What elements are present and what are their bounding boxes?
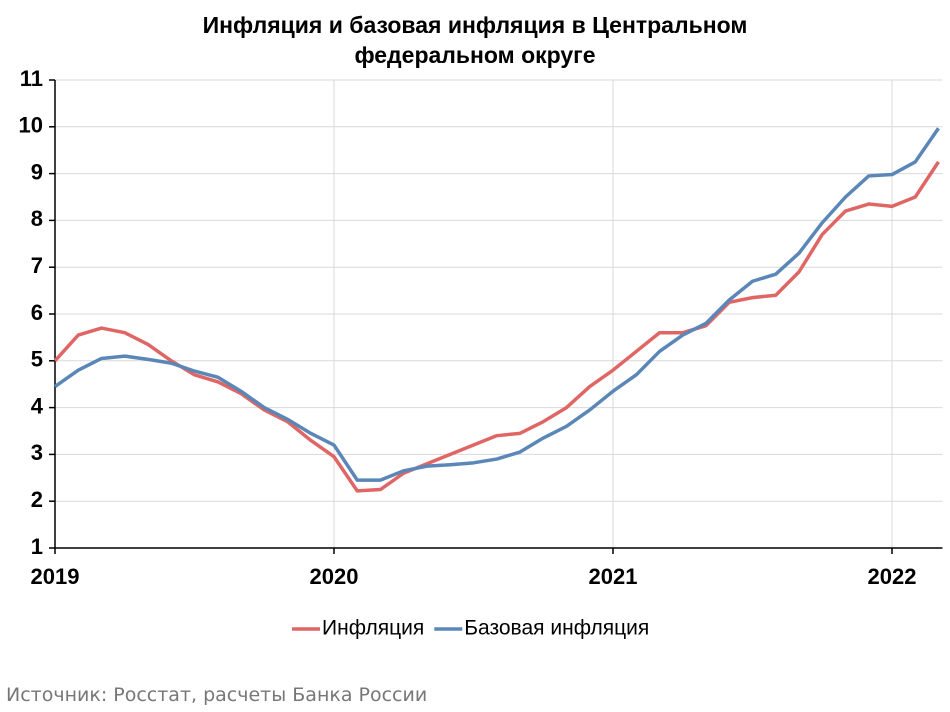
- y-tick-label: 2: [31, 487, 43, 512]
- y-tick-label: 11: [20, 66, 43, 91]
- y-tick-label: 1: [31, 534, 43, 559]
- x-tick-label: 2022: [868, 564, 917, 589]
- line-series: [53, 127, 940, 482]
- y-tick-label: 8: [31, 206, 43, 231]
- y-tick-label: 10: [19, 113, 43, 138]
- y-tick-label: 5: [31, 347, 43, 372]
- line-series: [53, 160, 940, 493]
- y-tick-label: 4: [31, 393, 44, 418]
- x-tick-label: 2020: [310, 564, 359, 589]
- x-tick-label: 2019: [31, 564, 80, 589]
- y-tick-label: 6: [31, 300, 43, 325]
- x-tick-label: 2021: [589, 564, 638, 589]
- legend-label: Инфляция: [322, 617, 424, 640]
- legend-label: Базовая инфляция: [464, 617, 649, 640]
- source-note: Источник: Росстат, расчеты Банка России: [6, 684, 428, 706]
- y-tick-label: 3: [31, 440, 43, 465]
- chart-title: Инфляция и базовая инфляция в Центрально…: [202, 12, 748, 68]
- y-tick-label: 7: [31, 253, 43, 278]
- y-tick-label: 9: [31, 159, 43, 184]
